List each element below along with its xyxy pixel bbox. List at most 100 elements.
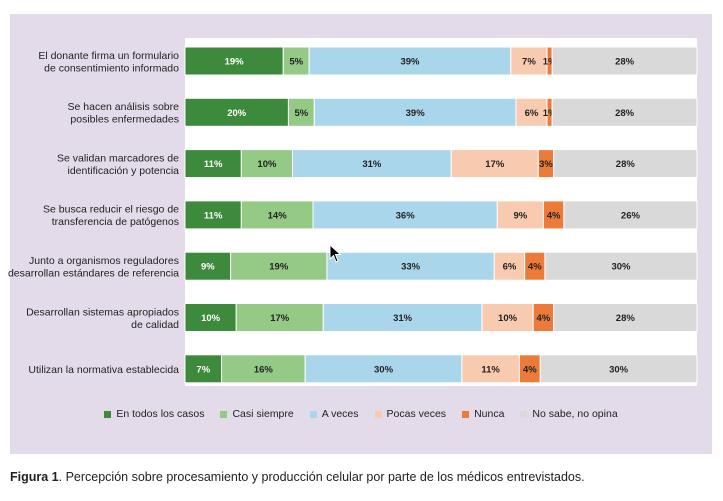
data-label: 4%	[523, 364, 537, 375]
data-label: 1%	[543, 108, 557, 119]
data-label: 28%	[616, 159, 636, 170]
data-label: 6%	[525, 108, 539, 119]
data-label: 9%	[513, 210, 527, 221]
legend-label: Casi siempre	[232, 408, 294, 420]
data-label: 11%	[481, 364, 500, 375]
category-label: Se hacen análisis sobre posibles enfermed…	[68, 101, 180, 126]
category-label: El donante firma un formulario de consent…	[38, 50, 179, 75]
legend-swatch	[220, 410, 228, 418]
category-label: Se busca reducir el riesgo de transferenc…	[43, 204, 179, 229]
data-label: 17%	[270, 313, 290, 324]
data-label: 33%	[401, 262, 421, 273]
bar-segment	[184, 149, 242, 179]
bar-segment	[184, 97, 289, 127]
bar-segment	[515, 97, 548, 127]
figure-caption: Figura 1. Percepción sobre procesamiento…	[10, 470, 712, 484]
data-label: 20%	[227, 108, 247, 119]
data-label: 6%	[503, 262, 517, 273]
caption-label: Figura 1	[10, 470, 59, 484]
bar-segment	[551, 46, 698, 76]
data-label: 5%	[294, 108, 308, 119]
bar-segment	[184, 46, 284, 76]
bar-segment	[551, 97, 698, 127]
data-label: 3%	[539, 159, 553, 170]
caption-text: . Percepción sobre procesamiento y produ…	[58, 470, 585, 484]
data-label: 11%	[204, 159, 223, 170]
data-label: 9%	[201, 262, 215, 273]
bar-segment	[240, 200, 314, 230]
bar-segment	[563, 200, 698, 230]
data-label: 17%	[485, 159, 505, 170]
bar-segment	[322, 303, 483, 332]
mouse-cursor-icon	[329, 244, 342, 263]
data-label: 28%	[615, 108, 635, 119]
data-label: 4%	[537, 313, 551, 324]
legend-label: En todos los casos	[116, 408, 205, 420]
bar-segment	[184, 354, 223, 384]
data-label: 26%	[621, 210, 641, 221]
data-label: 30%	[611, 262, 631, 273]
legend-label: A veces	[321, 408, 359, 420]
category-label: Utilizan la normativa establecida	[28, 364, 179, 376]
bar-segment	[326, 251, 495, 281]
data-label: 10%	[201, 313, 221, 324]
data-label: 16%	[254, 364, 274, 375]
legend-swatch	[104, 410, 112, 418]
legend-swatch	[374, 410, 382, 418]
bar-segment	[450, 149, 539, 179]
data-label: 39%	[400, 57, 420, 68]
legend-label: Pocas veces	[386, 408, 447, 420]
data-label: 14%	[268, 210, 288, 221]
data-label: 4%	[547, 210, 561, 221]
data-label: 30%	[374, 364, 394, 375]
data-label: 7%	[196, 364, 210, 375]
legend-item: No sabe, no opina	[520, 408, 618, 420]
category-label: Junto a organismos reguladores desarrolla…	[8, 255, 179, 280]
legend-label: Nunca	[474, 408, 505, 420]
legend-item: Pocas veces	[374, 408, 447, 420]
bar-segment	[184, 303, 237, 332]
data-label: 28%	[616, 313, 636, 324]
data-label: 39%	[406, 108, 426, 119]
data-label: 19%	[269, 262, 289, 273]
data-label: 5%	[289, 57, 303, 68]
legend-item: En todos los casos	[104, 408, 204, 420]
legend-item: Nunca	[462, 408, 504, 420]
data-label: 31%	[362, 159, 382, 170]
legend-swatch	[309, 410, 317, 418]
bar-segment	[287, 97, 315, 127]
data-label: 7%	[522, 57, 536, 68]
legend-item: Casi siempre	[220, 408, 294, 420]
bar-segment	[539, 354, 698, 384]
legend-swatch	[520, 410, 528, 418]
bar-segment	[313, 97, 517, 127]
bar-segment	[304, 354, 463, 384]
bar-segment	[553, 303, 698, 332]
chart-legend: En todos los casos Casi siempre A veces Poc…	[10, 408, 712, 420]
bar-segment	[184, 200, 242, 230]
bar-segment	[553, 149, 698, 179]
category-label: Desarrollan sistemas apropiados de calida…	[26, 306, 179, 331]
data-label: 36%	[396, 210, 416, 221]
bar-segment	[184, 251, 232, 281]
bar-segment	[292, 149, 452, 179]
data-label: 31%	[393, 313, 413, 324]
bar-segment	[230, 251, 328, 281]
data-label: 28%	[615, 57, 635, 68]
data-label: 10%	[498, 313, 518, 324]
data-label: 30%	[609, 364, 629, 375]
bar-segment	[235, 303, 324, 332]
data-label: 10%	[257, 159, 277, 170]
bar-segment	[481, 303, 534, 332]
bar-segment	[496, 200, 544, 230]
bar-segment	[544, 251, 698, 281]
data-label: 1%	[543, 57, 557, 68]
legend-swatch	[462, 410, 470, 418]
data-label: 4%	[528, 262, 542, 273]
bar-segment	[312, 200, 498, 230]
legend-label: No sabe, no opina	[532, 408, 618, 420]
category-label: Se validan marcadores de identificación y…	[57, 152, 179, 177]
data-label: 19%	[225, 57, 245, 68]
bar-segment	[510, 46, 548, 76]
